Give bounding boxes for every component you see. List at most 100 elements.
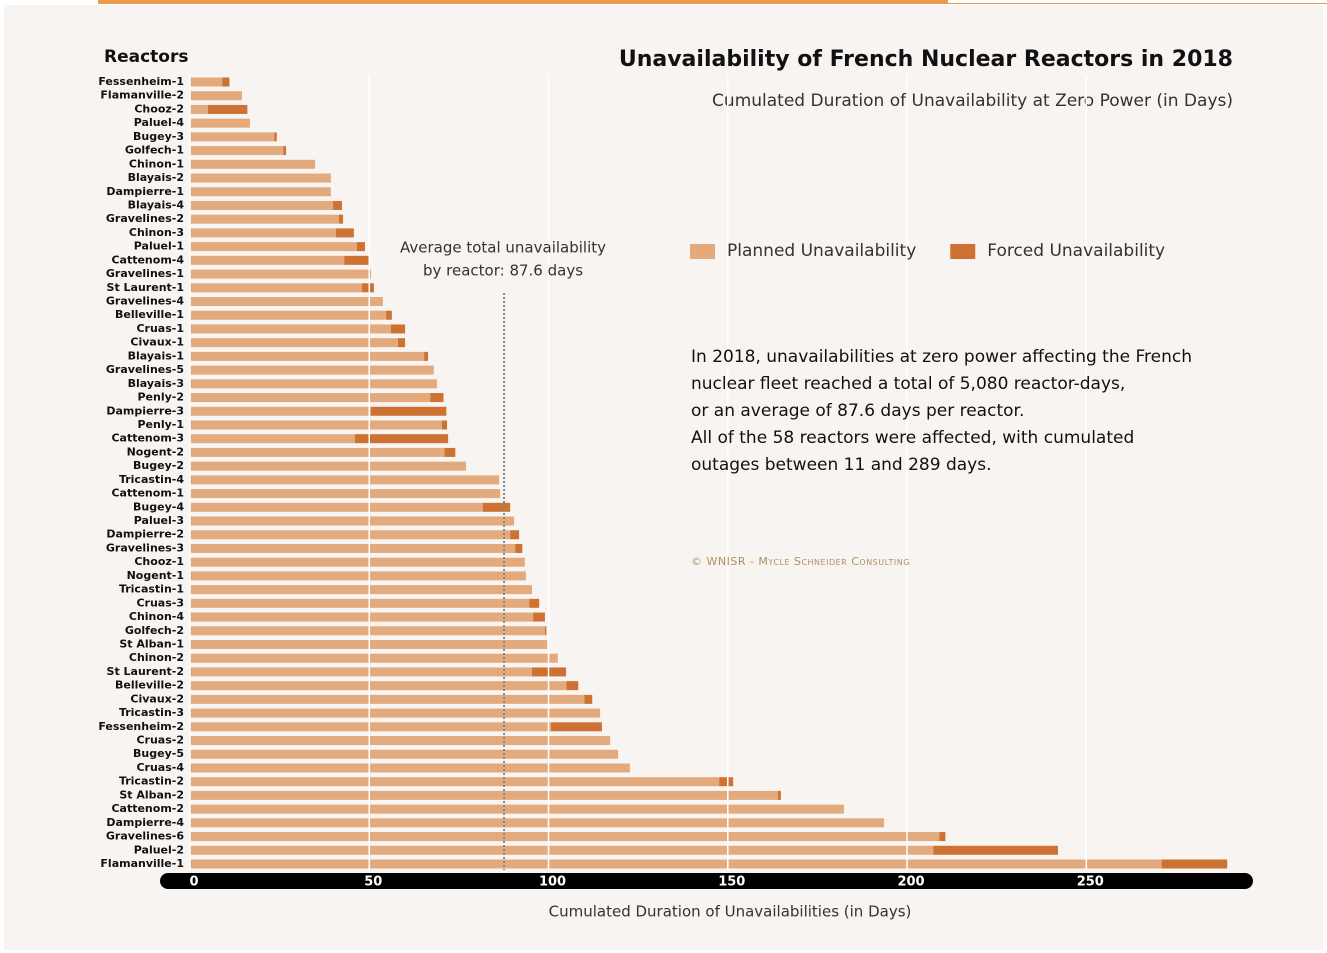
bar-segment xyxy=(190,818,885,828)
bar-segment xyxy=(190,118,250,128)
bar-segment xyxy=(190,447,445,457)
bar-segment xyxy=(529,598,540,608)
chart-subtitle: Cumulated Duration of Unavailability at … xyxy=(712,91,1233,111)
bar-segment xyxy=(190,502,483,512)
category-label: Belleville-2 xyxy=(115,679,184,692)
bar-segment xyxy=(190,242,357,252)
x-axis-label: Cumulated Duration of Unavailabilities (… xyxy=(549,903,912,921)
category-label: Nogent-2 xyxy=(127,445,184,458)
bar-segment xyxy=(1161,859,1228,869)
category-label: Penly-2 xyxy=(137,391,184,404)
axis-bar xyxy=(160,873,1253,889)
note-line: or an average of 87.6 days per reactor. xyxy=(691,401,1024,421)
bar-segment xyxy=(939,832,946,842)
category-label: Chinon-1 xyxy=(129,157,184,170)
bar-segment xyxy=(190,379,438,389)
bar-segment xyxy=(777,790,781,800)
category-label: Fessenheim-2 xyxy=(98,720,184,733)
bar-segment xyxy=(190,722,552,732)
annotation: by reactor: 87.6 days xyxy=(423,262,583,280)
category-label: Flamanville-2 xyxy=(100,89,184,102)
bar-segment xyxy=(190,777,720,787)
bar-segment xyxy=(190,310,387,320)
category-label: Flamanville-1 xyxy=(100,857,184,870)
bar-segment xyxy=(344,255,370,265)
bar-segment xyxy=(190,530,511,540)
bar-segment xyxy=(190,653,558,663)
category-label: Tricastin-1 xyxy=(119,583,184,596)
bar-segment xyxy=(190,187,331,197)
category-label: Cruas-1 xyxy=(136,322,184,335)
bar-segment xyxy=(510,530,520,540)
category-label: Dampierre-4 xyxy=(106,816,184,829)
category-label: Gravelines-1 xyxy=(106,267,184,280)
bar-segment xyxy=(190,612,534,622)
category-label: Paluel-3 xyxy=(134,514,184,527)
x-tick-label: 250 xyxy=(1077,875,1104,890)
legend-label: Planned Unavailability xyxy=(727,241,916,261)
category-label: Nogent-1 xyxy=(127,569,184,582)
bar-segment xyxy=(190,228,336,238)
bar-segment xyxy=(190,598,530,608)
bar-segment xyxy=(190,461,467,471)
legend-swatch xyxy=(950,244,976,259)
bar-segment xyxy=(354,434,449,444)
category-label: Dampierre-1 xyxy=(106,185,184,198)
note-line: In 2018, unavailabilities at zero power … xyxy=(691,347,1192,367)
bar-segment xyxy=(190,749,619,759)
bar-segment xyxy=(190,146,284,156)
category-label: Cruas-2 xyxy=(136,734,184,747)
bar-segment xyxy=(190,571,526,581)
top-rule xyxy=(98,0,948,4)
bar-segment xyxy=(424,351,429,361)
bar-segment xyxy=(719,777,734,787)
x-tick-label: 50 xyxy=(364,875,382,890)
annotation: Average total unavailability xyxy=(400,239,606,257)
category-label: Cattenom-1 xyxy=(111,487,184,500)
bar-segment xyxy=(190,736,611,746)
category-label: Cattenom-2 xyxy=(111,802,184,815)
bar-segment xyxy=(533,612,545,622)
category-label: Bugey-3 xyxy=(133,130,184,143)
category-label: Chinon-2 xyxy=(129,651,184,664)
bar-segment xyxy=(933,845,1058,855)
category-label: Civaux-2 xyxy=(130,692,184,705)
bar-segment xyxy=(190,393,431,403)
category-label: Gravelines-4 xyxy=(106,295,184,308)
bar-segment xyxy=(190,200,334,210)
bar-segment xyxy=(190,681,567,691)
category-label: Civaux-1 xyxy=(130,336,184,349)
bar-segment xyxy=(190,297,383,307)
bar-segment xyxy=(356,242,365,252)
category-label: Chooz-2 xyxy=(134,102,184,115)
bar-segment xyxy=(335,228,354,238)
category-label: Blayais-3 xyxy=(128,377,184,390)
bar-segment xyxy=(190,516,515,526)
bar-segment xyxy=(482,502,511,512)
bar-segment xyxy=(190,859,1162,869)
bar-segment xyxy=(544,626,547,636)
note-line: nuclear fleet reached a total of 5,080 r… xyxy=(691,374,1125,394)
category-label: St Alban-1 xyxy=(119,637,184,650)
bar-segment xyxy=(515,543,523,553)
category-label: Paluel-2 xyxy=(134,843,184,856)
note-line: All of the 58 reactors were affected, wi… xyxy=(691,428,1134,448)
bar-segment xyxy=(190,77,223,87)
bar-segment xyxy=(386,310,392,320)
category-label: Gravelines-6 xyxy=(106,830,184,843)
bar-segment xyxy=(190,585,533,595)
bar-segment xyxy=(190,91,242,101)
category-label: Gravelines-2 xyxy=(106,212,184,225)
y-axis-label: Reactors xyxy=(104,47,188,67)
bar-segment xyxy=(190,845,934,855)
bar-segment xyxy=(190,694,585,704)
bar-segment xyxy=(397,338,406,348)
bar-segment xyxy=(190,255,345,265)
category-label: Cruas-3 xyxy=(136,596,184,609)
bar-segment xyxy=(190,283,363,293)
category-label: St Alban-2 xyxy=(119,788,184,801)
note-line: outages between 11 and 289 days. xyxy=(691,455,992,475)
category-label: Golfech-2 xyxy=(125,624,184,637)
category-label: Gravelines-5 xyxy=(106,363,184,376)
x-tick-label: 100 xyxy=(539,875,566,890)
